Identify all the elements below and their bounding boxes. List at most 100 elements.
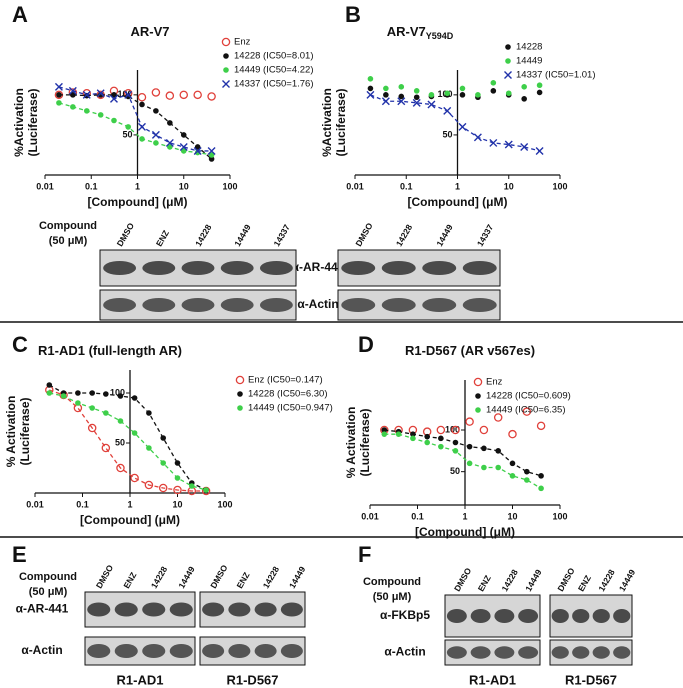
x-axis-label: [Compound] (μM) [408,195,508,209]
lane-label: 14337 [271,222,292,248]
data-point [436,425,446,435]
legend-label: Enz [234,37,251,48]
lane-label: DMSO [115,221,137,248]
lane-label: ENZ [234,570,251,590]
data-point [481,445,487,452]
fit-curve [58,86,212,152]
data-point [207,146,216,155]
blot-band [422,298,457,312]
blot-band [613,609,631,623]
data-point [509,473,516,479]
blot-band [142,602,166,617]
data-point [535,146,544,155]
data-point [493,413,503,422]
y-axis-label: (Luciferase) [334,88,348,156]
lane-label: ENZ [476,573,493,593]
data-point [103,410,109,416]
lane-label: 14228 [394,222,415,248]
blot-band [572,646,590,659]
data-point [179,142,188,151]
data-point [207,92,216,101]
legend-marker [223,53,229,59]
data-point [536,82,543,89]
legend-label: 14449 (IC50=6.35) [486,405,566,416]
blot-band [259,298,293,312]
x-tick-label: 10 [172,499,182,509]
data-point [139,101,145,108]
data-point [46,390,53,396]
blot-band [341,261,376,275]
data-point [428,92,435,98]
blot-band [613,646,631,659]
data-point [167,120,173,126]
data-point [208,152,215,158]
chart-title: R1-D567 (AR v567es) [405,343,535,358]
data-point [523,468,530,475]
panel-label: D [358,332,374,357]
data-point [125,124,132,130]
lane-label: 14337 [475,222,496,248]
panel-label: C [12,332,28,357]
data-point [473,133,482,142]
data-point [475,92,481,98]
data-point [56,100,62,106]
fit-curve [58,94,213,160]
fit-curve [58,102,212,156]
blot-band [114,602,138,617]
data-point [194,144,201,150]
fit-curve [370,94,540,152]
legend-marker [475,393,481,399]
data-point [444,90,451,97]
panel-label: A [12,2,28,27]
data-point [459,92,466,98]
lane-label: DMSO [94,563,116,590]
y-axis-label: % Activation [344,407,358,479]
data-point [179,90,188,100]
blot-band [142,298,176,312]
data-point [160,460,167,466]
row-label: α-AR-441 [16,602,69,616]
legend-label: 14337 (IC50=1.01) [516,70,596,81]
y-tick-label: 50 [115,437,125,447]
data-point [103,391,109,397]
data-point [536,421,546,431]
data-point [459,85,466,92]
data-point [479,425,489,435]
x-tick-label: 100 [222,181,237,191]
data-point [381,427,388,433]
data-point [520,142,529,151]
x-tick-label: 10 [504,181,514,191]
blot-band [181,298,215,312]
data-point [413,88,420,94]
x-tick-label: 10 [507,511,517,521]
blot-band [381,298,416,312]
blot-header: (50 μM) [49,235,88,247]
legend-label: 14228 [516,42,542,53]
data-point [509,460,516,467]
data-point [83,108,90,114]
data-point [505,90,512,97]
panel-label: F [358,542,371,567]
legend-marker [237,391,243,397]
x-tick-label: 0.1 [85,181,98,191]
blot-header: Compound [19,571,77,583]
legend-label: 14449 (IC50=4.22) [234,65,314,76]
y-axis-label: %Activation [12,88,26,157]
legend-marker [237,405,243,411]
data-point [146,445,152,451]
y-tick-label: 50 [442,129,452,139]
blot-band [259,261,293,275]
data-point [89,390,95,396]
data-point [111,92,117,98]
legend-label: 14228 (IC50=0.609) [486,391,571,402]
data-point [158,483,168,493]
y-axis-label: (Luciferase) [18,397,32,465]
blot-band [169,602,193,617]
data-point [97,112,104,118]
title-subscript: Y594D [426,31,454,41]
lane-label: ENZ [121,570,138,590]
blot-band [103,261,137,275]
blot-band [446,609,467,623]
lane-label: DMSO [555,566,577,593]
data-point [495,464,502,471]
